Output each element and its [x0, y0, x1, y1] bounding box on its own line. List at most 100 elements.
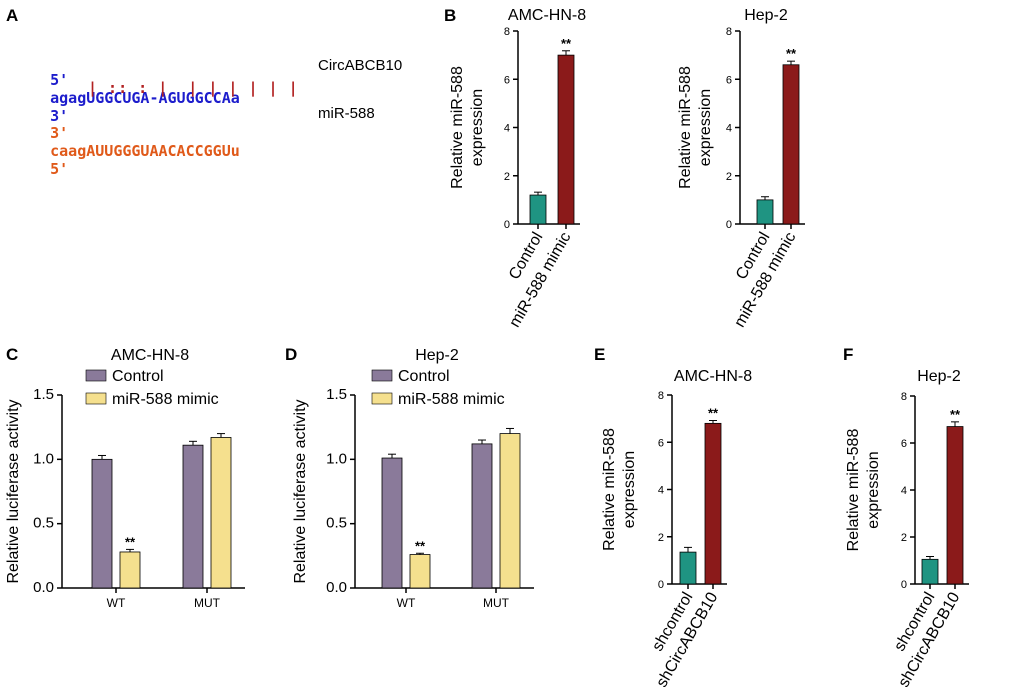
mirna-prime-left: 3': [50, 124, 69, 142]
chart-title: AMC-HN-8: [674, 368, 752, 385]
y-tick-label: 1.5: [33, 386, 54, 403]
chart-title: Hep-2: [744, 7, 788, 24]
y-axis-label-line: expression: [469, 89, 486, 166]
circ-prime-right: 3': [50, 107, 69, 125]
panel-label-f: F: [843, 345, 854, 364]
y-tick-label: 8: [504, 26, 510, 38]
y-tick-label: 0: [726, 219, 732, 231]
y-tick-label: 6: [901, 438, 907, 450]
y-axis-label-line: expression: [865, 451, 882, 528]
y-axis-label: Relative miR-588 expression: [845, 429, 882, 552]
y-axis-label: Relative miR-588 expression: [677, 66, 714, 189]
bar-control: [529, 194, 547, 225]
y-tick-label: 0: [504, 219, 510, 231]
y-tick-label: 1.5: [326, 386, 347, 403]
legend-swatch-mir-588-mimic: [371, 392, 393, 405]
chart-title: AMC-HN-8: [111, 347, 189, 364]
legend-label-mir-588-mimic: miR-588 mimic: [112, 391, 219, 408]
y-tick-label: 0.5: [326, 515, 347, 532]
bar-control-mut: [471, 443, 493, 589]
bar-mir-588-mimic: [782, 64, 800, 225]
x-tick-label: MUT: [194, 596, 221, 610]
bar-mir-588-mimic-mut: [499, 433, 521, 589]
significance-label: **: [950, 407, 961, 422]
panel-label-e: E: [594, 345, 606, 364]
significance-label: **: [415, 538, 426, 553]
bar-shcontrol: [921, 558, 939, 585]
bar-control-wt: [381, 457, 403, 589]
y-tick-label: 0: [658, 579, 664, 591]
y-tick-label: 0.5: [33, 515, 54, 532]
mirna-prime-right: 5': [50, 160, 69, 178]
x-tick-label: MUT: [483, 596, 510, 610]
significance-label: **: [786, 46, 797, 61]
y-axis-label: Relative luciferase activity: [292, 399, 309, 583]
y-axis-label: Relative miR-588 expression: [449, 66, 486, 189]
circ-sequence-row: 5' agagUGGCUGA-AGUGGCCAa 3': [14, 53, 240, 143]
circ-label: CircABCB10: [318, 57, 403, 74]
x-tick-label: WT: [397, 596, 416, 610]
mirna-label: miR-588: [318, 105, 375, 122]
panel-label-a: A: [6, 6, 19, 25]
legend-label-mir-588-mimic: miR-588 mimic: [398, 391, 505, 408]
y-tick-label: 0.0: [326, 579, 347, 596]
bar-shcircabcb10: [946, 426, 964, 585]
panel-label-d: D: [285, 345, 298, 364]
y-tick-label: 4: [901, 485, 907, 497]
bar-shcircabcb10: [704, 422, 722, 585]
y-tick-label: 6: [726, 74, 732, 86]
base-pair-bonds: | :: : | | | | | | |: [88, 79, 299, 97]
chart-title: Hep-2: [415, 347, 459, 364]
bar-mir-588-mimic: [557, 54, 575, 225]
y-tick-label: 8: [901, 391, 907, 403]
legend-swatch-control: [85, 369, 107, 382]
circ-prime-left: 5': [50, 71, 69, 89]
bar-control-mut: [182, 444, 204, 589]
legend-swatch-control: [371, 369, 393, 382]
chart-title: AMC-HN-8: [508, 7, 586, 24]
y-axis-label: Relative luciferase activity: [5, 399, 22, 583]
mirna-sequence-row: 3' caagAUUGGGUAACACCGGUu 5': [14, 106, 240, 196]
y-axis-label-line: expression: [621, 451, 638, 528]
y-tick-label: 0: [901, 579, 907, 591]
y-tick-label: 4: [504, 123, 510, 135]
y-tick-label: 4: [658, 485, 664, 497]
bar-control: [756, 199, 774, 225]
y-tick-label: 1.0: [33, 450, 54, 467]
chart-c-luciferase-amc-hn-8: AMC-HN-8 0.0 0.5 1.0 1.5 Relative luciferase …: [5, 347, 245, 610]
y-tick-label: 6: [504, 74, 510, 86]
y-tick-label: 2: [901, 532, 907, 544]
legend-swatch-mir-588-mimic: [85, 392, 107, 405]
y-axis-label-line: expression: [697, 89, 714, 166]
panel-label-b: B: [444, 6, 457, 25]
y-tick-label: 8: [726, 26, 732, 38]
y-axis-label: Relative miR-588 expression: [601, 428, 638, 551]
legend-label-control: Control: [112, 368, 164, 385]
y-tick-label: 1.0: [326, 450, 347, 467]
bar-shcontrol: [679, 551, 697, 585]
y-axis-label-line: Relative miR-588: [845, 429, 862, 552]
legend-label-control: Control: [398, 368, 450, 385]
y-tick-label: 4: [726, 123, 732, 135]
y-tick-label: 2: [726, 171, 732, 183]
y-tick-label: 2: [658, 532, 664, 544]
panel-label-c: C: [6, 345, 19, 364]
bar-mir-588-mimic-wt: [409, 554, 431, 589]
circ-sequence: agagUGGCUGA-AGUGGCCAa: [50, 89, 240, 107]
bar-control-wt: [91, 458, 113, 589]
bar-mir-588-mimic-wt: [119, 551, 141, 589]
bar-mir-588-mimic-mut: [210, 437, 232, 589]
y-tick-label: 0.0: [33, 579, 54, 596]
chart-title: Hep-2: [917, 368, 961, 385]
y-axis-label-line: Relative miR-588: [601, 428, 618, 551]
chart-d-luciferase-hep-2: Hep-2 0.0 0.5 1.0 1.5 Relative luciferase act…: [292, 347, 534, 610]
y-axis-label-line: Relative miR-588: [677, 66, 694, 189]
y-tick-label: 2: [504, 171, 510, 183]
y-tick-label: 8: [658, 390, 664, 402]
mirna-sequence: caagAUUGGGUAACACCGGUu: [50, 142, 240, 160]
